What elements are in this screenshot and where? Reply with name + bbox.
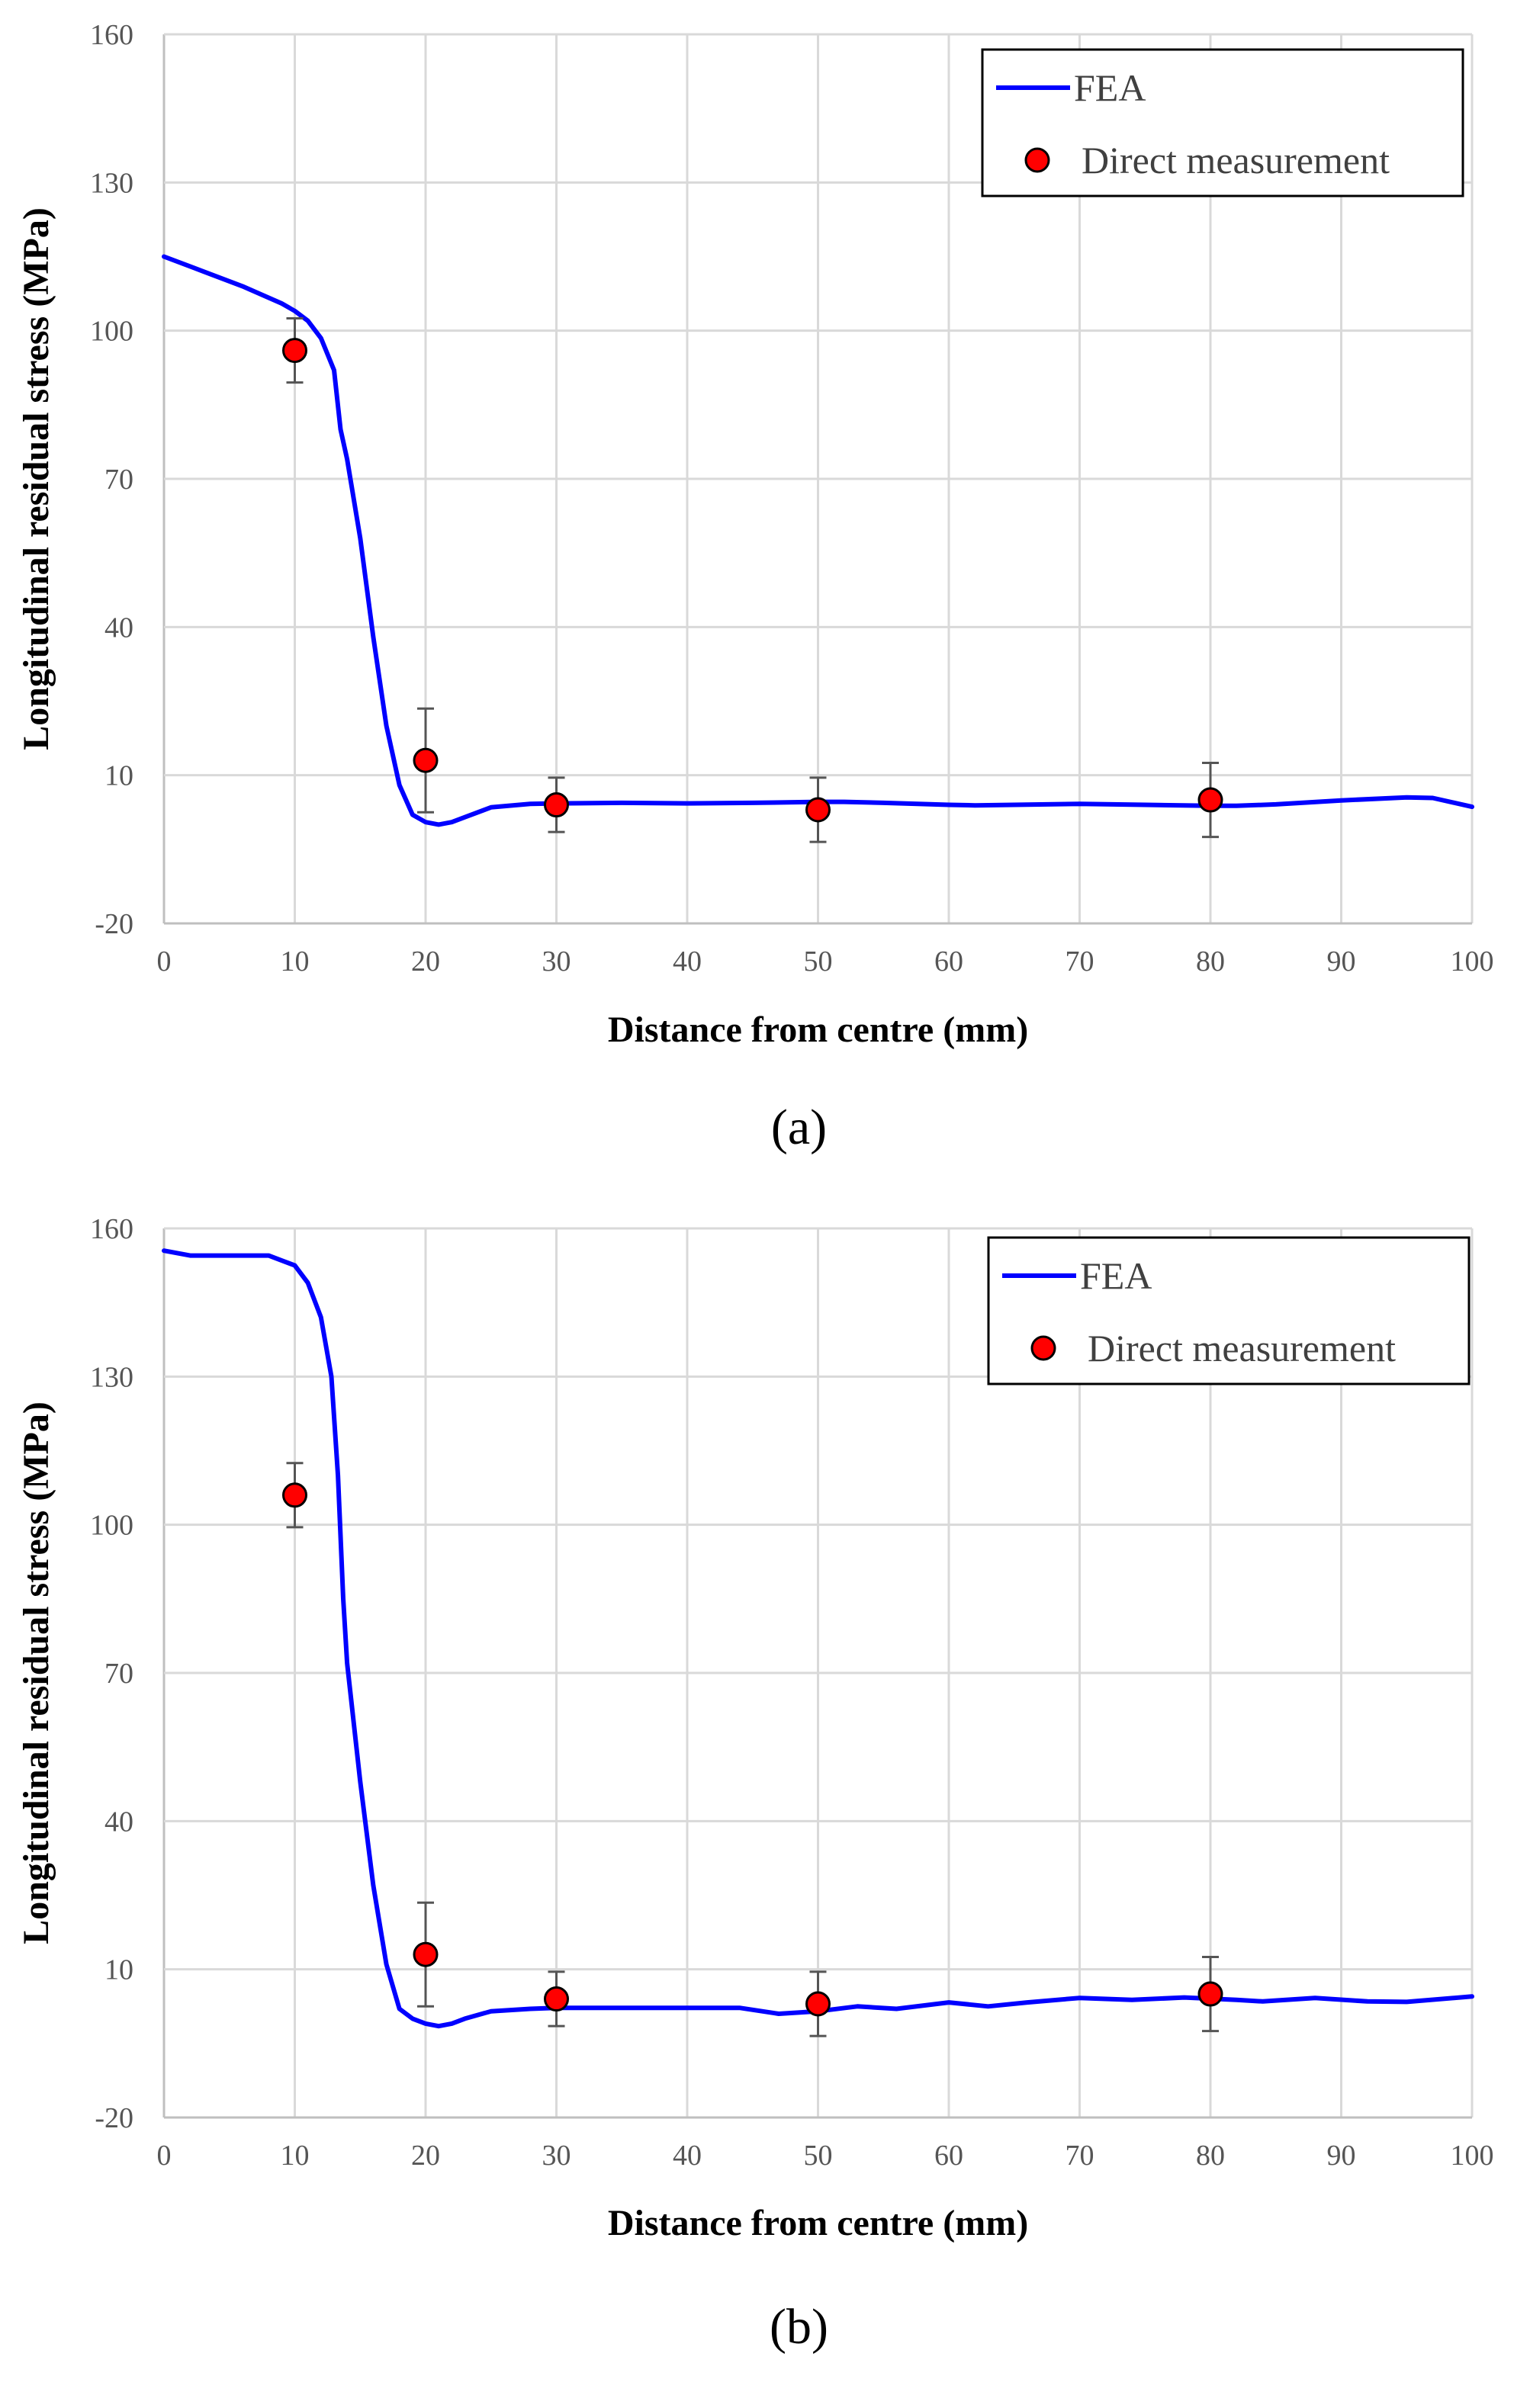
y-axis-title: Longitudinal residual stress (MPa)	[16, 207, 56, 750]
y-tick-label: -20	[95, 2102, 133, 2134]
x-tick-label: 0	[157, 946, 172, 978]
legend: FEA Direct measurement	[987, 1236, 1471, 1385]
y-tick-label: -20	[95, 908, 133, 940]
measurement-point	[544, 1970, 569, 2028]
y-tick-label: 70	[104, 1658, 133, 1690]
legend-fea-label: FEA	[1080, 1254, 1152, 1297]
x-tick-label: 0	[157, 2140, 172, 2172]
measurement-point	[413, 1901, 439, 2008]
x-tick-label: 30	[542, 946, 571, 978]
measurement-point	[544, 776, 569, 833]
measurement-point	[282, 316, 307, 384]
y-tick-label: 10	[104, 1954, 133, 1986]
legend-measurement-label: Direct measurement	[1088, 1327, 1396, 1369]
x-tick-label: 40	[673, 946, 702, 978]
y-tick-label: 130	[90, 167, 133, 199]
legend-measurement-marker	[1024, 147, 1050, 173]
measurement-marker	[805, 797, 831, 823]
measurement-marker	[282, 338, 307, 364]
measurement-marker	[413, 747, 439, 773]
measurement-point	[805, 776, 831, 843]
x-tick-label: 40	[673, 2140, 702, 2172]
y-tick-label: 100	[90, 1510, 133, 1542]
measurement-point	[805, 1970, 831, 2037]
y-tick-label: 70	[104, 464, 133, 496]
y-tick-label: 40	[104, 1806, 133, 1838]
fea-line	[162, 254, 1474, 827]
legend-fea-label: FEA	[1074, 66, 1146, 109]
y-axis-title: Longitudinal residual stress (MPa)	[16, 1401, 56, 1944]
y-tick-label: 130	[90, 1361, 133, 1393]
measurement-marker	[1197, 1981, 1223, 2007]
measurement-marker	[413, 1941, 439, 1967]
x-tick-label: 80	[1196, 946, 1225, 978]
x-tick-label: 80	[1196, 2140, 1225, 2172]
measurement-marker	[282, 1482, 307, 1508]
chart-panel-b: 0 10 20 30 40 50 60 70 80 90 100 160 130 100 70 40 10 -20…	[16, 1213, 1494, 2355]
measurement-marker	[1197, 787, 1223, 813]
y-tick-label: 160	[90, 19, 133, 51]
x-tick-label: 20	[411, 946, 440, 978]
legend-box	[987, 1236, 1471, 1385]
x-tick-label: 70	[1066, 2140, 1094, 2172]
y-tick-label: 40	[104, 612, 133, 644]
measurement-point	[413, 707, 439, 814]
x-tick-label: 50	[804, 2140, 833, 2172]
x-tick-label: 60	[934, 946, 963, 978]
x-axis-title: Distance from centre (mm)	[608, 1010, 1028, 1050]
x-axis-title: Distance from centre (mm)	[608, 2203, 1028, 2243]
legend-measurement-marker	[1030, 1335, 1056, 1361]
measurement-point	[1197, 1955, 1223, 2033]
legend-box	[981, 48, 1464, 197]
x-tick-label: 90	[1327, 2140, 1356, 2172]
chart-panel-a: 0 10 20 30 40 50 60 70 80 90 100 160 130 100 70 40 10 -20…	[16, 19, 1494, 1155]
x-tick-label: 60	[934, 2140, 963, 2172]
y-tick-label: 160	[90, 1213, 133, 1245]
x-tick-label: 50	[804, 946, 833, 978]
x-tick-label: 90	[1327, 946, 1356, 978]
measurement-point	[282, 1462, 307, 1529]
x-tick-label: 10	[281, 2140, 310, 2172]
x-tick-label: 20	[411, 2140, 440, 2172]
x-tick-label: 100	[1451, 2140, 1494, 2172]
y-tick-label: 10	[104, 760, 133, 792]
legend-measurement-label: Direct measurement	[1082, 139, 1390, 181]
y-tick-label: 100	[90, 316, 133, 348]
panel-label: (a)	[771, 1100, 827, 1155]
measurement-marker	[544, 792, 569, 818]
x-tick-label: 70	[1066, 946, 1094, 978]
measurement-marker	[805, 1991, 831, 2017]
measurement-marker	[544, 1986, 569, 2012]
measurement-point	[1197, 761, 1223, 839]
legend: FEA Direct measurement	[981, 48, 1464, 197]
x-tick-label: 10	[281, 946, 310, 978]
fea-line	[162, 1248, 1474, 2029]
x-tick-label: 30	[542, 2140, 571, 2172]
x-tick-label: 100	[1451, 946, 1494, 978]
panel-label: (b)	[770, 2299, 828, 2355]
